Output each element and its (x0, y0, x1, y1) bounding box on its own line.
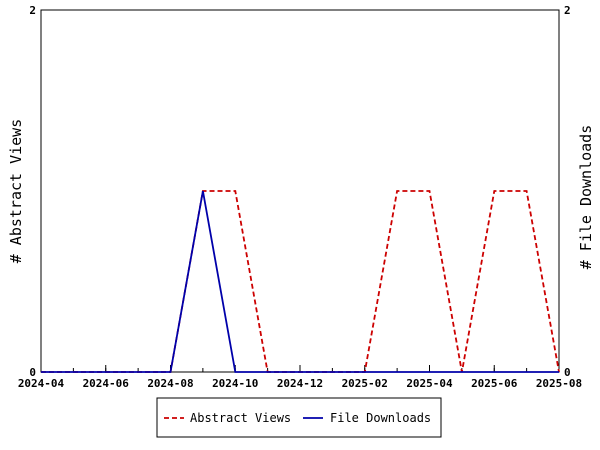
plot-area (40, 9, 560, 373)
series-lines (41, 190, 560, 373)
y-axis-title-right: # File Downloads (577, 125, 595, 270)
x-tick-label: 2024-08 (147, 377, 193, 390)
x-tick-label: 2024-10 (212, 377, 258, 390)
x-tick-label: 2025-04 (406, 377, 453, 390)
legend-label-abstract-views: Abstract Views (190, 411, 291, 425)
y-axis-title-left: # Abstract Views (7, 119, 25, 264)
y-right-tick-label: 2 (564, 4, 571, 17)
x-tick-label: 2024-12 (277, 377, 323, 390)
legend-box (156, 397, 442, 438)
x-tick-label: 2025-02 (342, 377, 388, 390)
y-left-tick-label: 0 (29, 366, 36, 379)
series-line-file-downloads (41, 190, 559, 373)
x-tick-label: 2024-04 (18, 377, 65, 390)
legend-label-file-downloads: File Downloads (330, 411, 431, 425)
x-tick-label: 2024-06 (83, 377, 130, 390)
x-tick-label: 2025-08 (536, 377, 582, 390)
y-left-tick-label: 2 (29, 4, 36, 17)
x-tick-label: 2025-06 (471, 377, 518, 390)
legend: Abstract Views File Downloads (156, 397, 442, 438)
y-right-tick-label: 0 (564, 366, 571, 379)
x-axis-labels: 2024-04 2024-06 2024-08 2024-10 2024-12 2025-… (18, 377, 582, 390)
